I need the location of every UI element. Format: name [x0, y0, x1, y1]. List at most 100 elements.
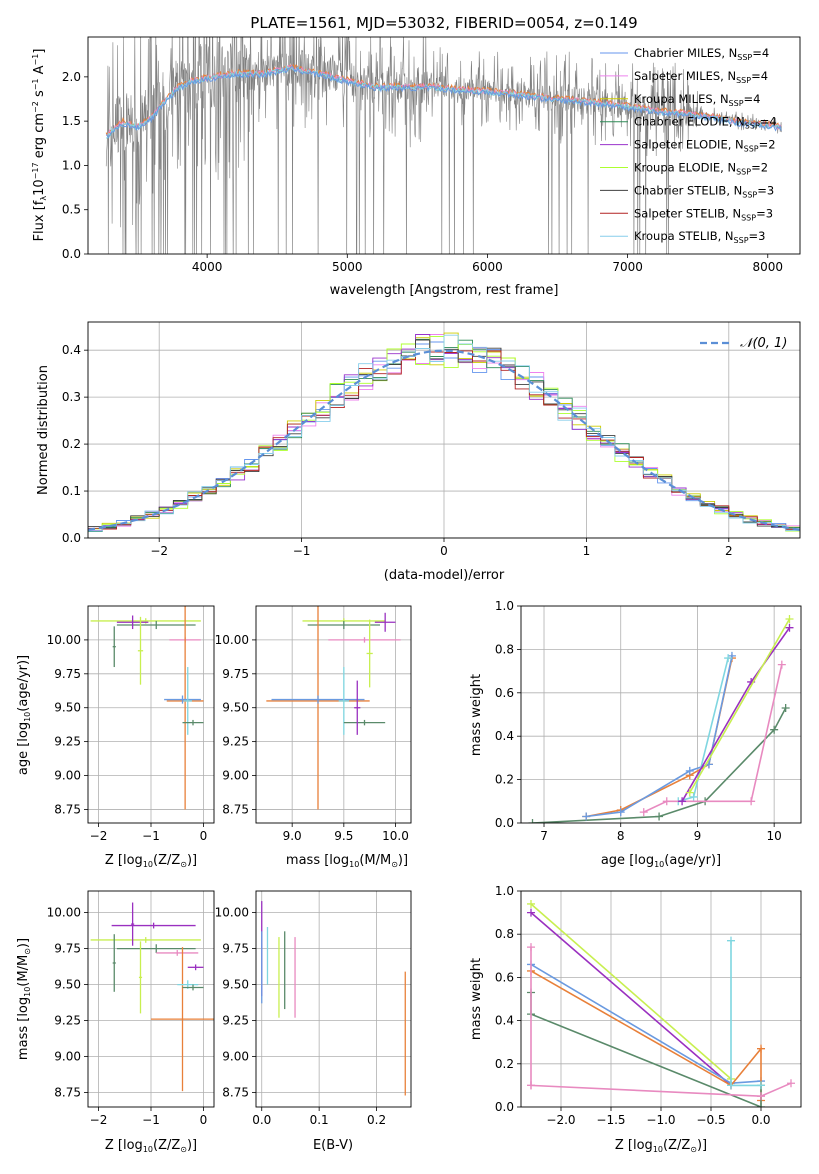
y-tick-label: 0.8	[495, 927, 514, 941]
weight-marker	[785, 623, 794, 632]
y-tick-label: 9.75	[222, 942, 249, 956]
y-tick-label: 0.8	[495, 642, 514, 656]
plot-area	[88, 606, 214, 823]
x-tick-label: −1	[293, 544, 311, 558]
y-axis-label: age [log10​(age/yr)]	[16, 655, 32, 775]
weight-marker	[757, 1081, 765, 1090]
axes-frame	[87, 605, 215, 824]
weight-line	[530, 903, 732, 1080]
axes-frame	[520, 890, 802, 1108]
x-tick-label: 0.1	[310, 1113, 329, 1127]
y-tick-label: 1.5	[62, 114, 81, 128]
x-tick-label: −1.0	[646, 1113, 675, 1127]
weight-marker	[747, 797, 756, 806]
weight-marker	[655, 812, 664, 821]
y-tick-label: 8.75	[222, 802, 249, 816]
x-tick-label: 2	[725, 544, 733, 558]
y-tick-label: 1.0	[495, 599, 514, 613]
legend-label: 𝒩(0, 1)	[740, 336, 787, 351]
y-axis-label: mass [log10​(M/M⊙​)]	[16, 938, 32, 1060]
x-tick-label: −1	[142, 1113, 160, 1127]
x-axis-label: E(B-V)	[313, 1138, 353, 1153]
weight-line	[530, 970, 762, 1101]
x-tick-label: 7	[540, 829, 548, 843]
spectrum-panel: 4000 5000 6000 7000 8000 0.0 0.5 1.0 1.5 2.0 wavel…	[31, 36, 801, 298]
weight-marker	[727, 1081, 735, 1090]
y-tick-label: 9.00	[222, 1050, 249, 1064]
legend-label: Kroupa MILES, NSSP​=4	[634, 92, 760, 108]
y-tick-label: 0.0	[62, 247, 81, 261]
x-tick-label: 4000	[192, 260, 223, 274]
massweight-vs-age-panel: 7 8 9 10 0.0 0.2 0.4 0.6 0.8 1.0 age [log10​(age/y…	[469, 599, 802, 869]
x-tick-label: 0.0	[252, 1113, 271, 1127]
legend-label: Salpeter ELODIE, NSSP​=2	[634, 138, 776, 154]
normal-curve	[88, 349, 800, 531]
y-tick-label: 0.0	[62, 531, 81, 545]
massweight-vs-metallicity-panel: −2.0 −1.5 −1.0 −0.5 0.0 0.0 0.2 0.4 0.6 0.8 1.0 Z […	[469, 884, 802, 1154]
x-axis-label: Z [log10​(Z/Z⊙​)]	[105, 853, 197, 869]
y-tick-label: 10.00	[47, 906, 81, 920]
y-tick-label: 9.25	[54, 1014, 81, 1028]
legend-label: Kroupa STELIB, NSSP​=3	[634, 229, 765, 245]
x-tick-label: 8	[617, 829, 625, 843]
x-tick-label: 6000	[472, 260, 503, 274]
weight-marker	[582, 812, 591, 821]
y-tick-label: 8.75	[222, 1086, 249, 1100]
y-tick-label: 10.00	[215, 906, 249, 920]
y-tick-label: 0.2	[62, 437, 81, 451]
plot-area	[521, 891, 801, 1107]
y-tick-label: 10.00	[47, 633, 81, 647]
plot-area	[256, 606, 411, 823]
weight-marker	[727, 936, 735, 945]
legend-label: Kroupa ELODIE, NSSP​=2	[634, 161, 768, 177]
x-tick-label: −2	[90, 829, 108, 843]
axes-frame	[87, 36, 801, 255]
y-tick-label: 0.4	[62, 343, 81, 357]
x-axis-label: Z [log10​(Z/Z⊙​)]	[615, 1138, 707, 1154]
x-tick-label: 5000	[332, 260, 363, 274]
x-axis-label: (data-model)/error	[384, 568, 505, 583]
mass-vs-metallicity-panel: −2 −1 0 8.75 9.00 9.25 9.50 9.75 10.00 Z [log10​(…	[16, 890, 215, 1154]
y-tick-label: 9.50	[222, 701, 249, 715]
axes-frame	[520, 605, 802, 824]
legend-label: Chabrier STELIB, NSSP​=3	[634, 183, 774, 199]
y-tick-label: 9.00	[54, 1050, 81, 1064]
weight-marker	[777, 660, 786, 669]
x-tick-label: 9.0	[283, 829, 302, 843]
weight-marker	[678, 797, 687, 806]
weight-marker	[757, 1044, 765, 1053]
x-tick-label: −1.5	[596, 1113, 625, 1127]
y-tick-label: 9.00	[222, 769, 249, 783]
weight-line	[530, 911, 732, 1087]
y-tick-label: 9.75	[54, 667, 81, 681]
y-tick-label: 0.2	[495, 1057, 514, 1071]
y-tick-label: 0.2	[495, 773, 514, 787]
observed-spectrum	[105, 37, 782, 254]
weight-marker	[527, 943, 535, 952]
y-tick-label: 0.1	[62, 484, 81, 498]
x-axis-label: age [log10​(age/yr)]	[601, 853, 721, 869]
x-tick-label: 9.5	[334, 829, 353, 843]
y-tick-label: 9.50	[54, 978, 81, 992]
legend-label: Salpeter MILES, NSSP​=4	[634, 69, 768, 85]
weight-marker	[757, 1092, 765, 1101]
axes-frame	[87, 890, 215, 1108]
weight-marker	[724, 654, 733, 663]
weight-marker	[787, 1079, 795, 1088]
x-axis-label: mass [log10​(M/M⊙​)]	[286, 853, 408, 869]
weight-line	[530, 963, 762, 1085]
weight-line	[643, 664, 783, 813]
x-tick-label: −2.0	[546, 1113, 575, 1127]
y-tick-label: 0.3	[62, 390, 81, 404]
x-axis-label: wavelength [Angstrom, rest frame]	[330, 283, 559, 298]
y-tick-label: 9.25	[54, 735, 81, 749]
y-axis-label: mass weight	[469, 958, 484, 1040]
y-tick-label: 0.0	[495, 816, 514, 830]
weight-marker	[527, 1081, 535, 1090]
y-tick-label: 9.25	[222, 735, 249, 749]
weight-marker	[785, 615, 794, 624]
y-tick-label: 9.00	[54, 769, 81, 783]
legend-label: Chabrier ELODIE, NSSP​=4	[634, 115, 777, 131]
x-tick-label: 7000	[612, 260, 643, 274]
